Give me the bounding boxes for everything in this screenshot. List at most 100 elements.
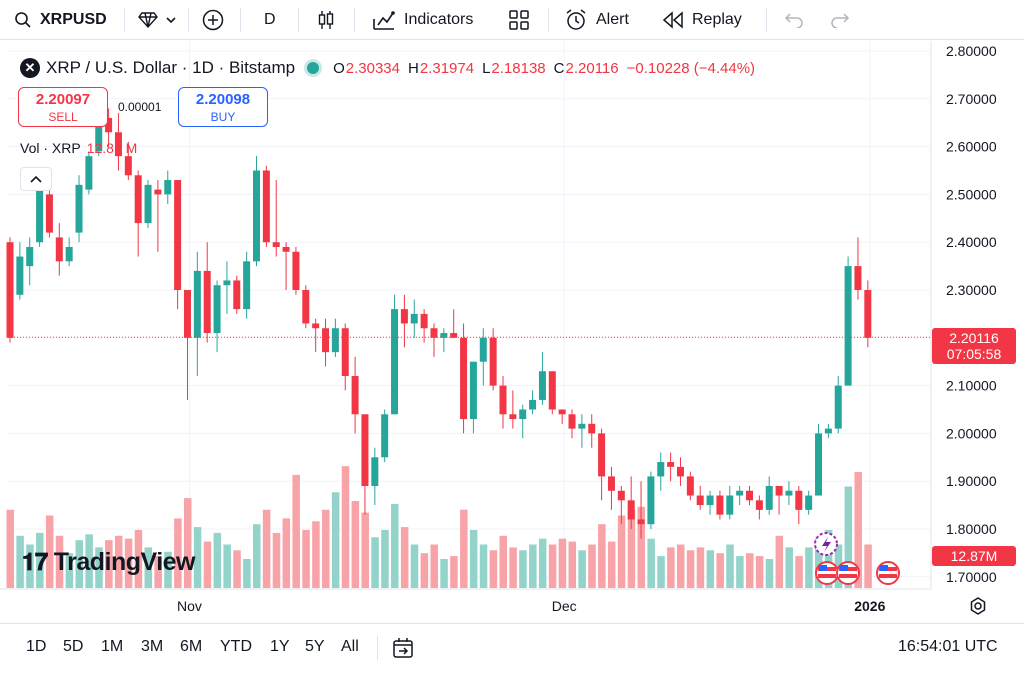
chart-title[interactable]: XRP / U.S. Dollar · 1D · Bitstamp — [46, 58, 296, 77]
interval-button[interactable]: D — [264, 0, 276, 40]
chart-type-button[interactable] — [316, 0, 336, 40]
volume-bar — [765, 559, 774, 588]
search-icon — [15, 12, 31, 28]
volume-bar — [489, 550, 498, 588]
replay-label: Replay — [692, 11, 742, 28]
candle-body — [815, 433, 823, 496]
candle-body — [824, 428, 832, 434]
range-ytd-button[interactable]: YTD — [220, 638, 252, 655]
symbol-search[interactable]: XRPUSD — [14, 0, 107, 40]
candle-body — [795, 490, 803, 510]
collapse-legend-button[interactable] — [20, 167, 52, 191]
close-key: C — [553, 59, 565, 77]
flag-canton — [880, 565, 888, 571]
candle-body — [193, 270, 201, 338]
candle-body — [114, 132, 122, 157]
volume-bar — [400, 527, 409, 588]
candle-body — [568, 414, 576, 429]
volume-bar — [450, 556, 458, 588]
buy-button[interactable]: 2.20098 BUY — [178, 87, 268, 127]
volume-bar — [746, 553, 754, 588]
replay-button[interactable]: Replay — [662, 0, 742, 40]
flag-stripe — [879, 574, 897, 578]
volume-bar — [805, 547, 813, 588]
flag-canton — [819, 565, 827, 571]
range-5d-button[interactable]: 5D — [63, 638, 84, 655]
candle-body — [65, 246, 73, 262]
volume-legend[interactable]: Vol · XRP 12.87 M — [20, 140, 137, 156]
utc-clock[interactable]: 16:54:01 UTC — [898, 638, 998, 655]
undo-button[interactable] — [784, 0, 804, 40]
candle-body — [538, 371, 546, 400]
candle-body — [607, 476, 615, 491]
candle-body — [509, 414, 517, 420]
volume-bar — [657, 556, 665, 588]
indicators-icon — [373, 11, 395, 30]
toolbar-divider — [240, 8, 241, 32]
volume-bar — [844, 486, 853, 588]
flag-stripe — [818, 574, 836, 578]
volume-bar — [726, 544, 734, 588]
range-1y-button[interactable]: 1Y — [270, 638, 290, 655]
top-toolbar: XRPUSD D Indicators Alert Replay — [0, 0, 1024, 40]
date-range-icon[interactable] — [391, 636, 415, 660]
volume-bar — [430, 544, 438, 588]
indicators-button[interactable]: Indicators — [372, 0, 473, 40]
volume-bar — [706, 550, 715, 588]
volume-bar — [203, 541, 212, 588]
toolbar-divider — [354, 8, 355, 32]
volume-bar — [410, 544, 419, 588]
candle-body — [460, 337, 468, 420]
candle-body — [203, 270, 211, 334]
volume-bar — [548, 544, 557, 588]
candle-body — [400, 309, 408, 324]
tradingview-logo[interactable]: 𝟏𝟕 TradingView — [22, 548, 196, 577]
volume-bar — [676, 544, 685, 588]
price-chart[interactable]: 2.80000 2.70000 2.60000 2.50000 2.40000 2.300… — [0, 41, 1024, 623]
compare-button[interactable] — [138, 0, 178, 40]
price-tick-label: 2.30000 — [946, 282, 997, 298]
alert-button[interactable]: Alert — [564, 0, 629, 40]
candle-body — [351, 376, 359, 415]
candle-body — [36, 189, 44, 243]
add-symbol-button[interactable] — [202, 0, 224, 40]
candle-body — [736, 490, 744, 496]
candle-body — [469, 361, 477, 420]
candle-body — [391, 309, 399, 415]
candle-body — [331, 328, 339, 353]
range-all-button[interactable]: All — [341, 638, 359, 655]
sell-button[interactable]: 2.20097 SELL — [18, 87, 108, 127]
volume-bar — [529, 544, 537, 588]
range-3m-button[interactable]: 3M — [141, 638, 164, 655]
market-status-icon[interactable] — [307, 62, 320, 74]
candle-body — [144, 184, 152, 224]
volume-bar — [134, 530, 143, 588]
layouts-button[interactable] — [508, 0, 530, 40]
range-1m-button[interactable]: 1M — [101, 638, 124, 655]
flag-stripe — [839, 574, 857, 578]
candle-body — [282, 246, 290, 252]
range-1d-button[interactable]: 1D — [26, 638, 47, 655]
price-tick-label: 2.10000 — [946, 378, 997, 394]
volume-bar — [469, 530, 478, 588]
volume-bar — [824, 530, 833, 588]
volume-bar — [667, 547, 675, 588]
gear-icon[interactable] — [968, 596, 988, 616]
candle-body — [637, 519, 645, 525]
volume-bar — [381, 530, 389, 588]
time-axis[interactable]: Nov Dec 2026 — [177, 598, 886, 614]
candle-body — [864, 290, 872, 338]
volume-bar — [854, 472, 862, 588]
redo-button[interactable] — [830, 0, 850, 40]
range-5y-button[interactable]: 5Y — [305, 638, 325, 655]
range-6m-button[interactable]: 6M — [180, 638, 203, 655]
candle-body — [755, 500, 763, 510]
candles-icon — [318, 11, 334, 29]
grid-lines — [8, 41, 930, 588]
volume-bar — [785, 547, 793, 588]
undo-icon — [784, 13, 803, 28]
candle-body — [617, 490, 625, 501]
volume-bar — [509, 547, 517, 588]
interval-label: D — [264, 11, 276, 28]
price-tick-label: 2.00000 — [946, 425, 997, 441]
